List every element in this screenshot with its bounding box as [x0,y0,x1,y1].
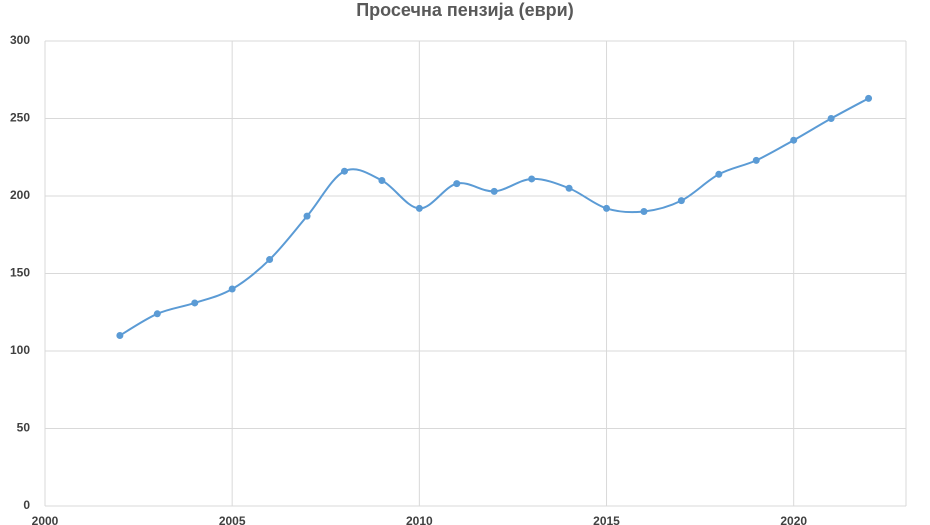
y-tick-label: 250 [10,111,30,125]
point [378,177,386,184]
x-tick-label: 2005 [219,514,246,525]
point [415,204,423,212]
point [153,310,161,318]
x-tick-label: 2020 [780,514,807,525]
point [453,180,461,188]
point [752,156,760,164]
point [340,167,348,175]
y-tick-label: 300 [10,33,30,47]
y-tick-label: 50 [17,421,31,435]
point [116,332,124,339]
point [677,197,685,205]
x-tick-label: 2010 [406,514,433,525]
y-tick-label: 100 [10,343,30,357]
point [827,115,835,122]
point [228,285,236,293]
point [528,175,536,183]
point [715,170,723,178]
point [790,136,798,144]
x-tick-label: 2000 [32,514,59,525]
point [603,204,611,212]
point [490,187,498,195]
point [640,208,648,215]
point [565,184,573,192]
y-tick-label: 200 [10,188,30,202]
chart-title: Просечна пензија (еври) [356,0,574,20]
x-tick-label: 2015 [593,514,620,525]
point [266,256,274,264]
point [303,212,311,220]
y-tick-label: 0 [23,498,30,512]
y-tick-label: 150 [10,266,30,280]
point [191,299,199,307]
point [865,94,873,102]
